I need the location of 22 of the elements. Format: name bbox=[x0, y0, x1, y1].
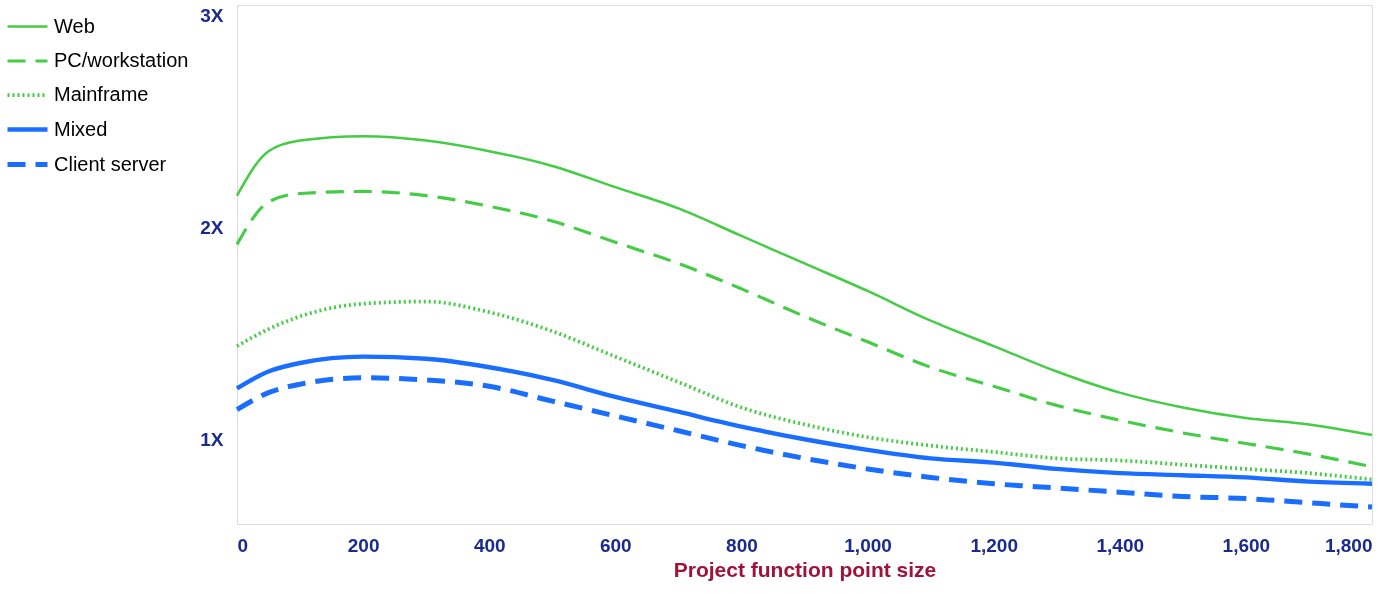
x-tick-label: 0 bbox=[237, 534, 249, 556]
y-tick-label: 3X bbox=[200, 5, 224, 27]
legend-label: Mixed bbox=[54, 117, 108, 140]
legend-label: Mainframe bbox=[54, 83, 149, 105]
line-series bbox=[235, 299, 1374, 482]
x-tick-label: 1,800 bbox=[1324, 534, 1373, 556]
x-axis-title: Project function point size bbox=[673, 557, 937, 581]
y-tick-label: 2X bbox=[200, 216, 224, 238]
x-tick-label: 1,200 bbox=[970, 534, 1018, 556]
x-tick-label: 1,600 bbox=[1222, 534, 1271, 556]
line-series bbox=[234, 354, 1375, 486]
legend-label: Client server bbox=[54, 152, 167, 175]
y-tick-label: 1X bbox=[200, 428, 224, 450]
legend-label: Web bbox=[54, 14, 95, 37]
x-tick-label: 400 bbox=[473, 534, 506, 556]
x-tick-label: 800 bbox=[726, 534, 758, 556]
line-series bbox=[235, 135, 1374, 437]
x-tick-label: 1,400 bbox=[1096, 534, 1145, 556]
x-tick-label: 1,000 bbox=[844, 534, 892, 556]
legend-label: PC/workstation bbox=[54, 49, 189, 71]
x-tick-label: 600 bbox=[599, 534, 632, 556]
x-tick-label: 200 bbox=[347, 534, 380, 556]
